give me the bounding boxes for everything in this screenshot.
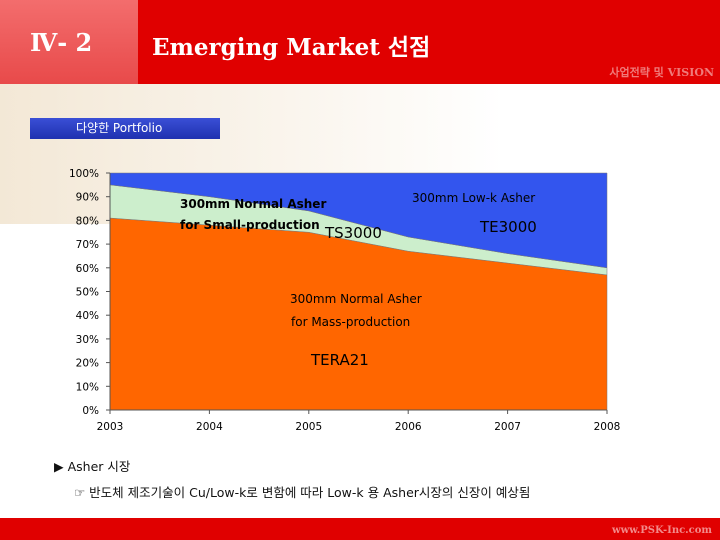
y-tick-label: 20% (76, 358, 99, 370)
y-tick-label: 10% (76, 381, 99, 393)
x-tick-label: 2007 (494, 421, 521, 433)
y-tick-label: 30% (76, 334, 99, 346)
annotation-tera21: TERA21 (310, 351, 369, 369)
annotation-ts3000: TS3000 (324, 224, 382, 242)
y-tick-label: 60% (76, 263, 99, 275)
y-tick-label: 50% (76, 287, 99, 299)
annotation-mass-production-line1: 300mm Normal Asher (290, 292, 422, 306)
annotation-mass-production-line2: for Mass-production (291, 315, 410, 329)
section-subtitle: 사업전략 및 VISION (609, 66, 714, 79)
annotation-te3000: TE3000 (479, 218, 537, 236)
x-tick-label: 2004 (196, 421, 223, 433)
annotation-small-production-line1: 300mm Normal Asher (180, 197, 326, 211)
section-box (0, 0, 138, 84)
y-tick-label: 40% (76, 310, 99, 322)
area-series-2 (109, 172, 608, 269)
section-number: Ⅳ- 2 (30, 28, 93, 57)
y-tick-label: 80% (76, 215, 99, 227)
y-tick-label: 0% (82, 405, 99, 417)
footer-url: www.PSK-Inc.com (611, 525, 712, 536)
asher-market-bullet: ▶ Asher 시장 (54, 459, 131, 474)
x-tick-label: 2003 (97, 421, 124, 433)
market-share-chart: 0% 10% 20% 30% 40% 50% 60% 70% 80% 90% 100% 2003 200… (69, 168, 621, 433)
y-tick-label: 70% (76, 239, 99, 251)
footer-bar (0, 518, 720, 540)
portfolio-tag: 다양한 Portfolio (30, 118, 220, 139)
asher-market-note: ☞ 반도체 제조기술이 Cu/Low-k로 변함에 따라 Low-k 용 Ash… (74, 485, 531, 500)
page-title: Emerging Market 선점 (152, 34, 431, 61)
y-tick-label: 90% (76, 192, 99, 204)
x-tick-label: 2006 (395, 421, 422, 433)
annotation-low-k-asher: 300mm Low-k Asher (412, 191, 535, 205)
annotation-small-production-line2: for Small-production (180, 218, 320, 232)
x-tick-label: 2008 (594, 421, 621, 433)
y-tick-label: 100% (69, 168, 99, 180)
x-tick-label: 2005 (295, 421, 322, 433)
